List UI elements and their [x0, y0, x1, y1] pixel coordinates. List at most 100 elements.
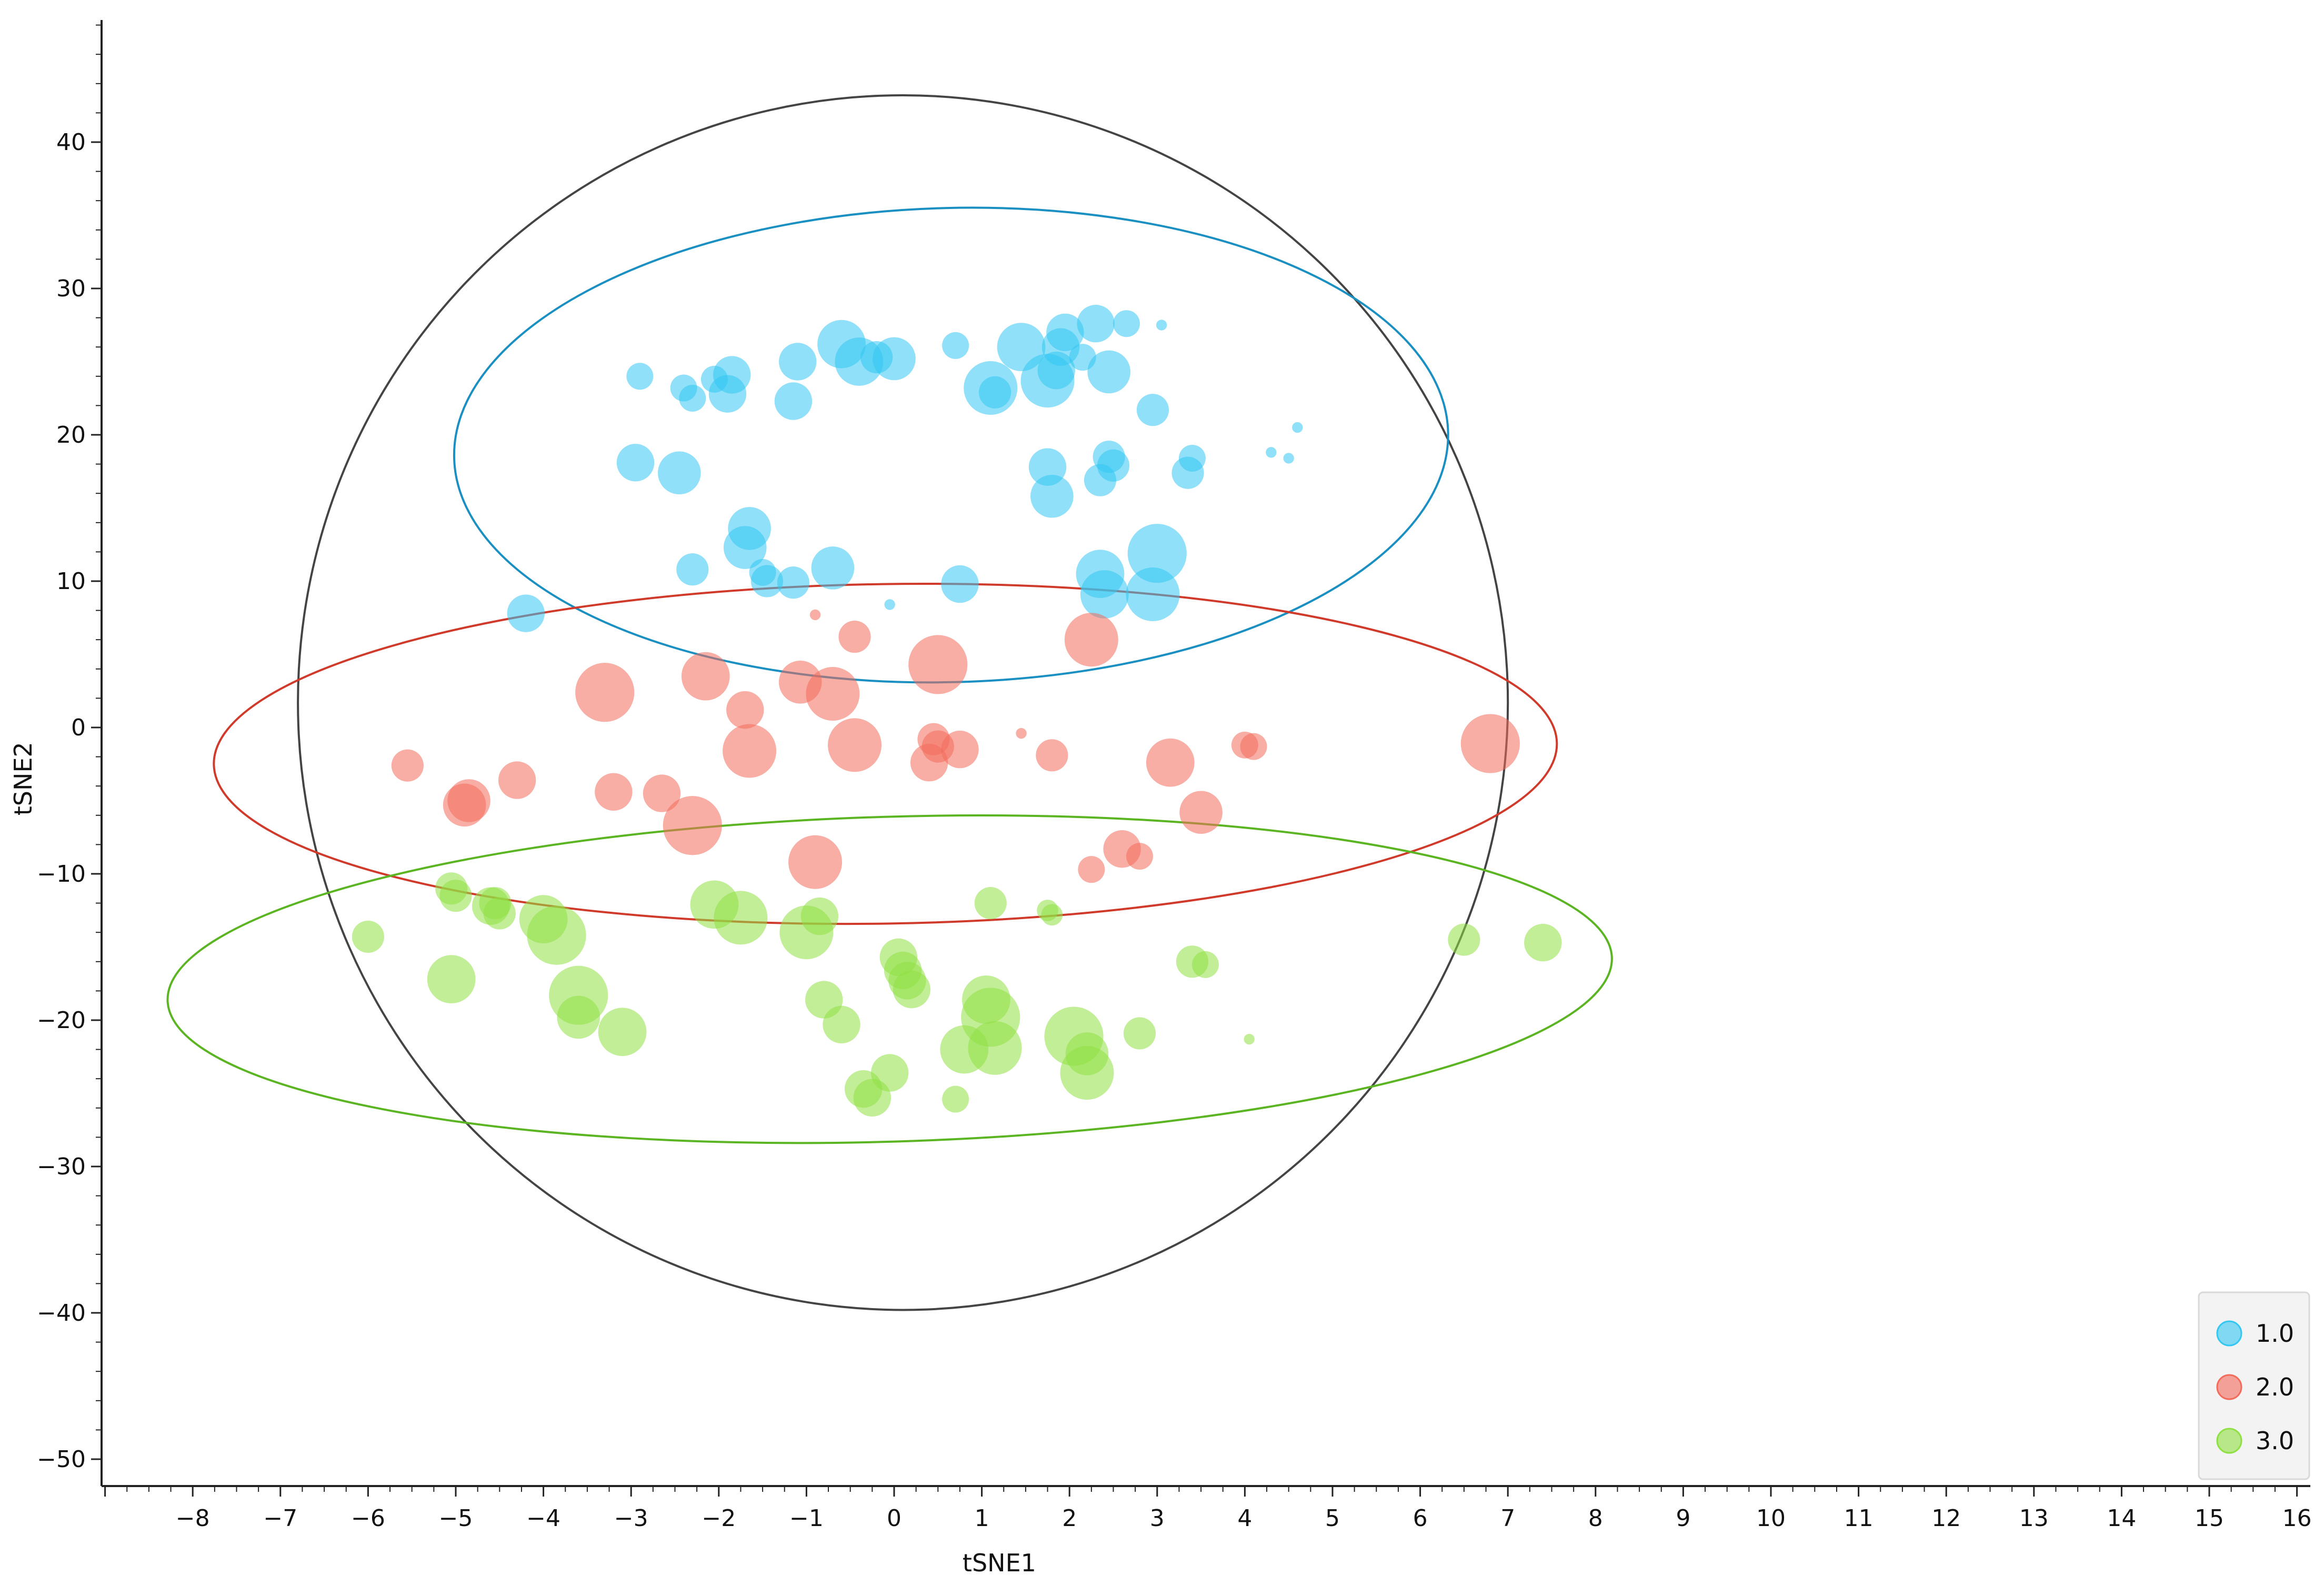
point-series-2.0-12	[941, 731, 979, 769]
point-series-1.0-22	[1087, 350, 1130, 394]
point-series-3.0-24	[853, 1079, 891, 1117]
legend-label-3.0: 3.0	[2256, 1427, 2294, 1455]
point-series-2.0-16	[1036, 739, 1068, 772]
point-series-3.0-32	[1060, 1046, 1114, 1100]
point-series-3.0-35	[1041, 904, 1063, 926]
y-tick-label: −10	[37, 861, 86, 888]
ellipse-3.0	[166, 814, 1613, 1144]
x-axis-label: tSNE1	[963, 1549, 1036, 1577]
x-axis-ticks: −8 −7 −6 −5 −4 −3 −2 −1 0 1 2 3 4 5 6 7 8 9 10 11 12 13 14 15 16	[104, 1486, 2312, 1532]
x-tick-label: 10	[1756, 1505, 1786, 1532]
point-series-1.0-35	[1266, 447, 1277, 458]
x-tick-label: 8	[1588, 1505, 1603, 1532]
x-tick-label: 12	[1931, 1505, 1961, 1532]
point-series-3.0-15	[800, 897, 839, 935]
legend-label-1.0: 1.0	[2256, 1319, 2294, 1348]
x-tick-label: 13	[2019, 1505, 2049, 1532]
x-tick-label: 9	[1676, 1505, 1690, 1532]
point-series-3.0-2	[439, 880, 472, 912]
point-series-3.0-5	[483, 897, 516, 930]
y-tick-label: 30	[56, 275, 86, 302]
point-series-1.0-29	[1030, 474, 1074, 518]
y-tick-label: −20	[37, 1007, 86, 1034]
ellipse-layer	[166, 94, 1613, 1311]
x-tick-label: −7	[263, 1505, 297, 1532]
point-series-1.0-49	[1127, 524, 1187, 583]
x-tick-label: 14	[2107, 1505, 2136, 1532]
point-series-1.0-37	[1292, 422, 1303, 433]
point-series-1.0-26	[616, 444, 655, 482]
x-tick-label: 2	[1062, 1505, 1077, 1532]
x-tick-label: −4	[526, 1505, 560, 1532]
point-series-3.0-21	[893, 970, 931, 1009]
legend-marker-3.0	[2216, 1428, 2242, 1454]
point-series-1.0-42	[777, 566, 810, 599]
point-series-2.0-23	[443, 783, 486, 827]
legend: 1.0 2.0 3.0	[2198, 1291, 2310, 1480]
y-axis-ticks: −50 −40 −30 −20 −10 0 10 20 30 40	[37, 24, 102, 1473]
y-tick-label: 10	[56, 568, 86, 595]
point-series-1.0-44	[676, 553, 709, 586]
y-tick-label: 20	[56, 422, 86, 448]
point-layer	[352, 305, 1562, 1117]
x-tick-label: 4	[1237, 1505, 1252, 1532]
y-tick-label: −40	[37, 1300, 86, 1327]
y-tick-label: 40	[56, 129, 86, 156]
y-tick-label: −30	[37, 1153, 86, 1180]
point-series-2.0-6	[726, 691, 764, 729]
x-tick-label: 3	[1150, 1505, 1165, 1532]
point-series-2.0-14	[723, 724, 777, 778]
point-series-1.0-23	[1113, 310, 1140, 337]
point-series-1.0-24	[1156, 320, 1167, 331]
point-series-1.0-27	[658, 451, 701, 495]
point-series-2.0-3	[1064, 613, 1118, 667]
legend-entries: 1.0 2.0 3.0	[2216, 1319, 2294, 1455]
point-series-2.0-15	[828, 718, 882, 772]
point-series-2.0-1	[838, 621, 871, 653]
y-tick-label: 0	[71, 714, 86, 741]
y-tick-label: −50	[37, 1446, 86, 1473]
point-series-2.0-5	[681, 652, 730, 701]
point-series-3.0-17	[823, 1005, 860, 1044]
point-series-3.0-36	[1123, 1017, 1156, 1050]
x-tick-label: −1	[789, 1505, 824, 1532]
x-tick-label: −3	[614, 1505, 648, 1532]
point-series-1.0-21	[1077, 305, 1115, 343]
x-tick-label: 0	[887, 1505, 901, 1532]
point-series-2.0-32	[1179, 791, 1223, 834]
point-series-1.0-12	[942, 332, 969, 359]
point-series-3.0-29	[968, 1021, 1022, 1075]
x-tick-label: 7	[1500, 1505, 1515, 1532]
point-series-2.0-13	[910, 744, 948, 782]
point-series-1.0-0	[626, 363, 654, 390]
ellipse-1.0	[453, 206, 1449, 684]
point-series-1.0-41	[750, 565, 784, 597]
point-series-2.0-0	[809, 609, 821, 621]
x-tick-label: 11	[1844, 1505, 1874, 1532]
point-series-2.0-27	[663, 796, 722, 855]
x-tick-label: −6	[351, 1505, 385, 1532]
point-series-2.0-9	[1016, 727, 1027, 739]
point-series-1.0-19	[1046, 313, 1084, 352]
point-series-3.0-0	[352, 920, 385, 953]
point-series-3.0-41	[1524, 923, 1562, 962]
legend-marker-1.0	[2216, 1320, 2242, 1347]
point-series-1.0-45	[941, 565, 979, 603]
point-series-2.0-21	[391, 749, 424, 782]
point-series-1.0-51	[507, 594, 545, 632]
ellipse-2.0	[213, 582, 1558, 925]
point-series-1.0-39	[723, 526, 767, 569]
point-series-2.0-20	[1460, 714, 1520, 773]
x-tick-label: −8	[176, 1505, 210, 1532]
y-axis-label: tSNE2	[9, 742, 37, 815]
x-tick-label: 1	[975, 1505, 989, 1532]
point-series-1.0-25	[1136, 394, 1169, 426]
point-series-2.0-31	[1126, 843, 1153, 870]
point-series-3.0-7	[527, 905, 586, 965]
point-series-2.0-17	[1146, 738, 1195, 787]
x-tick-label: 15	[2195, 1505, 2224, 1532]
x-tick-label: 6	[1413, 1505, 1428, 1532]
point-series-3.0-39	[1244, 1033, 1255, 1045]
point-series-2.0-29	[1078, 856, 1105, 883]
point-series-3.0-25	[942, 1085, 969, 1113]
